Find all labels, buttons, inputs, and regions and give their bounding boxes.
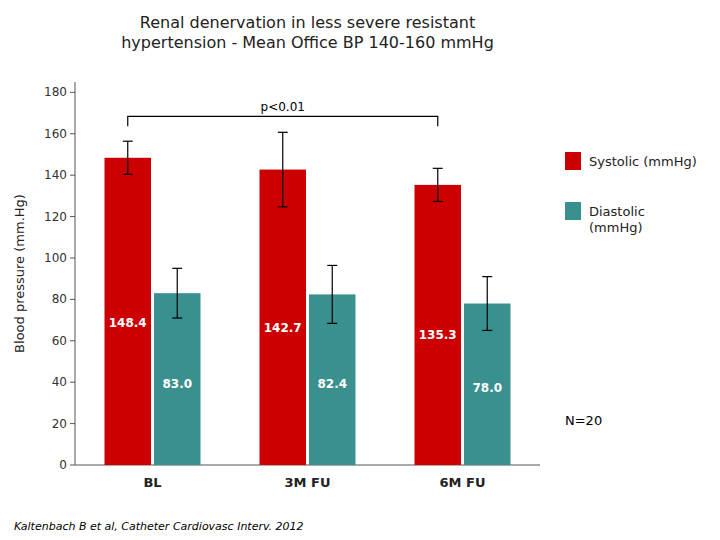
error-line (437, 168, 438, 201)
bracket: p<0.01 (128, 100, 438, 126)
text-line: Diastolic (589, 204, 645, 219)
error-line (177, 268, 178, 318)
bracket-line (128, 116, 438, 126)
y-tick-label: 180 (44, 85, 67, 99)
error-line (487, 277, 488, 331)
y-tick (70, 299, 75, 300)
marks (105, 132, 511, 465)
legend-swatch (565, 152, 581, 170)
error-cap (172, 268, 182, 269)
legend-swatch (565, 202, 581, 220)
bar (154, 293, 201, 465)
legend-entry: Systolic (mmHg) (589, 154, 697, 169)
error-cap (278, 206, 288, 207)
y-tick-label: 120 (44, 210, 67, 224)
y-tick (70, 175, 75, 176)
y-tick (70, 465, 75, 466)
error-cap (172, 317, 182, 318)
bar (415, 185, 462, 465)
legend-entry: Diastolic(mmHg) (589, 204, 645, 235)
data-label: 148.4 (109, 316, 147, 330)
error-cap (433, 201, 443, 202)
y-tick (70, 257, 75, 258)
error-bar (172, 268, 182, 318)
y-tick (70, 382, 75, 383)
error-bar (482, 277, 492, 331)
error-cap (278, 132, 288, 133)
data-label: 78.0 (472, 381, 502, 395)
y-tick (70, 216, 75, 217)
x-axis: BL 3M FU 6M FU (75, 465, 540, 490)
data-label: 83.0 (162, 377, 192, 391)
y-tick (70, 423, 75, 424)
x-tick-label: BL (143, 475, 161, 490)
y-tick-label: 20 (52, 417, 67, 431)
annotation: N=20 (565, 413, 602, 428)
error-line (127, 141, 128, 174)
error-cap (123, 174, 133, 175)
annotation: p<0.01 (261, 100, 305, 114)
error-cap (327, 323, 337, 324)
data-label: 82.4 (317, 377, 347, 391)
y-tick-label: 140 (44, 168, 67, 182)
y-tick (70, 133, 75, 134)
error-cap (482, 276, 492, 277)
error-line (282, 132, 283, 207)
text-line: Systolic (mmHg) (589, 154, 697, 169)
error-bar (433, 168, 443, 201)
background (0, 0, 720, 540)
labels: 148.4 142.7 135.3 83.0 82.4 78.0 (109, 316, 502, 396)
footnote: Kaltenbach B et al, Catheter Cardiovasc … (14, 520, 304, 533)
x-tick-label: 6M FU (440, 475, 486, 490)
y-tick-label: 40 (52, 375, 67, 389)
y-tick (70, 340, 75, 341)
text-line: hypertension - Mean Office BP 140-160 mm… (121, 33, 494, 52)
y-axis: 0 20 40 60 80 100 120 140 160 180 (44, 82, 75, 472)
y-axis-line (75, 82, 76, 465)
y-tick-label: 60 (52, 334, 67, 348)
text-line: Renal denervation in less severe resista… (140, 13, 475, 32)
error-cap (327, 265, 337, 266)
y-axis-label: Blood pressure (mm.Hg) (12, 194, 27, 353)
legend: Systolic (mmHg) Diastolic(mmHg) (565, 152, 697, 235)
y-tick-label: 160 (44, 127, 67, 141)
error-cap (482, 330, 492, 331)
x-tick-label: 3M FU (285, 475, 331, 490)
text-line: (mmHg) (589, 220, 643, 235)
y-tick-label: 80 (52, 292, 67, 306)
data-label: 135.3 (419, 328, 457, 342)
error-line (332, 265, 333, 323)
bar (105, 158, 152, 465)
bar (260, 170, 307, 465)
y-tick-label: 0 (59, 458, 67, 472)
chart: Renal denervation in less severe resista… (0, 0, 720, 540)
data-label: 142.7 (264, 321, 302, 335)
title: Renal denervation in less severe resista… (121, 13, 494, 52)
error-bar (123, 141, 133, 174)
y-tick-label: 100 (44, 251, 67, 265)
error-bar (327, 265, 337, 323)
error-cap (123, 141, 133, 142)
error-cap (433, 168, 443, 169)
error-bar (278, 132, 288, 207)
y-tick (70, 92, 75, 93)
